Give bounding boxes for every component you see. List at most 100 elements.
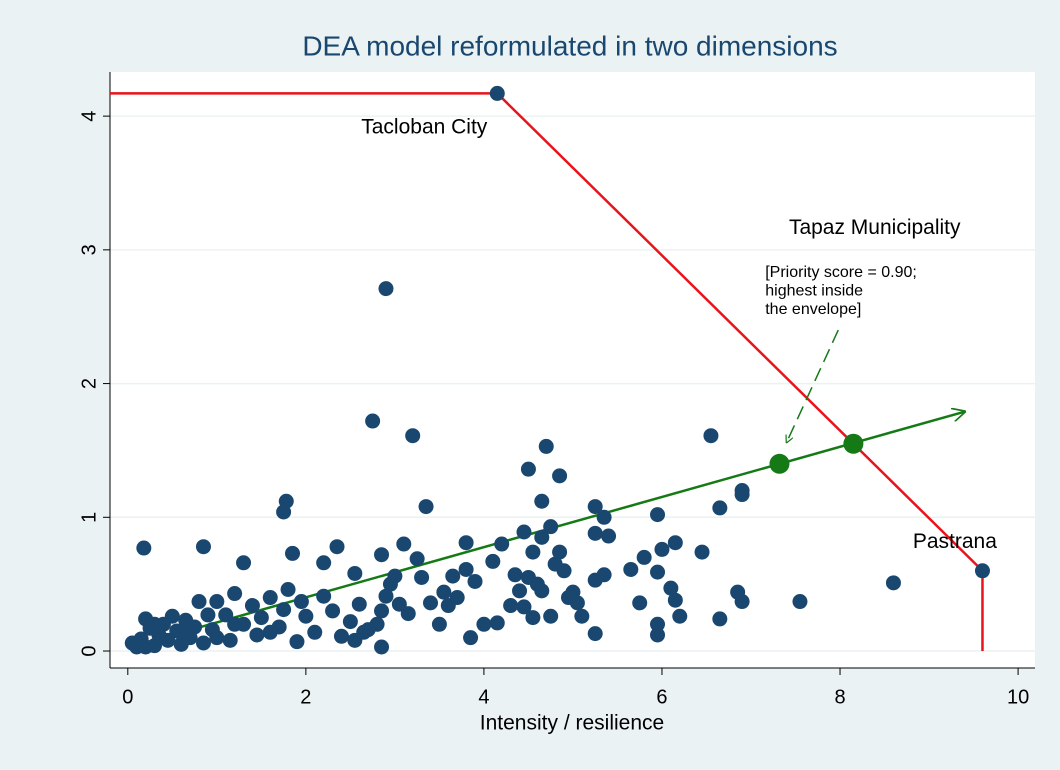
x-tick-label: 10 bbox=[1007, 686, 1029, 708]
y-tick-label: 1 bbox=[78, 512, 100, 523]
point bbox=[672, 608, 688, 624]
point bbox=[136, 540, 152, 556]
point bbox=[374, 603, 390, 619]
point bbox=[347, 565, 363, 581]
point bbox=[503, 598, 519, 614]
frontier-line bbox=[110, 92, 984, 652]
point bbox=[632, 595, 648, 611]
x-tick-label: 2 bbox=[300, 686, 311, 708]
point bbox=[529, 576, 545, 592]
point bbox=[525, 544, 541, 560]
point bbox=[596, 567, 612, 583]
annotation: Tapaz Municipality bbox=[789, 216, 961, 239]
point bbox=[734, 594, 750, 610]
x-tick-label: 4 bbox=[478, 686, 489, 708]
point bbox=[485, 553, 501, 569]
point bbox=[200, 607, 216, 623]
point bbox=[712, 500, 728, 516]
point bbox=[333, 628, 349, 644]
point bbox=[249, 627, 265, 643]
point bbox=[276, 602, 292, 618]
point bbox=[667, 592, 683, 608]
point bbox=[458, 561, 474, 577]
point bbox=[525, 610, 541, 626]
point bbox=[280, 582, 296, 598]
point bbox=[236, 555, 252, 571]
annotation: [Priority score = 0.90; bbox=[765, 264, 917, 281]
point bbox=[843, 433, 864, 454]
point bbox=[623, 561, 639, 577]
point bbox=[195, 539, 211, 555]
point bbox=[476, 616, 492, 632]
point bbox=[262, 624, 278, 640]
point bbox=[316, 588, 332, 604]
annotation: highest inside bbox=[765, 283, 863, 300]
point bbox=[360, 622, 376, 638]
point bbox=[974, 563, 990, 579]
y-tick-label: 4 bbox=[78, 111, 100, 122]
point bbox=[467, 573, 483, 589]
point bbox=[694, 544, 710, 560]
point bbox=[227, 616, 243, 632]
point bbox=[445, 568, 461, 584]
y-tick-label: 3 bbox=[78, 244, 100, 255]
point bbox=[712, 611, 728, 627]
point bbox=[351, 596, 367, 612]
point bbox=[436, 584, 452, 600]
point bbox=[178, 612, 194, 628]
point bbox=[396, 536, 412, 552]
point bbox=[703, 428, 719, 444]
point bbox=[147, 616, 163, 632]
point bbox=[285, 545, 301, 561]
point bbox=[293, 594, 309, 610]
point bbox=[374, 639, 390, 655]
point bbox=[769, 453, 790, 474]
x-tick-label: 6 bbox=[656, 686, 667, 708]
x-tick-label: 8 bbox=[834, 686, 845, 708]
point bbox=[552, 544, 568, 560]
point bbox=[792, 594, 808, 610]
plot-area bbox=[110, 72, 1035, 668]
point bbox=[463, 630, 479, 646]
x-tick-label: 0 bbox=[122, 686, 133, 708]
annotation: Pastrana bbox=[913, 530, 997, 553]
point bbox=[173, 636, 189, 652]
point bbox=[663, 580, 679, 596]
point bbox=[489, 615, 505, 631]
y-tick-label: 0 bbox=[78, 645, 100, 656]
point bbox=[534, 529, 550, 545]
point bbox=[650, 564, 666, 580]
point bbox=[516, 599, 532, 615]
point bbox=[520, 461, 536, 477]
point bbox=[374, 547, 390, 563]
point bbox=[556, 563, 572, 579]
point bbox=[601, 528, 617, 544]
point bbox=[325, 603, 341, 619]
point bbox=[222, 632, 238, 648]
point bbox=[734, 487, 750, 503]
chart-title: DEA model reformulated in two dimensions bbox=[302, 30, 837, 61]
point bbox=[138, 639, 154, 655]
point bbox=[400, 606, 416, 622]
point bbox=[587, 525, 603, 541]
x-axis-label: Intensity / resilience bbox=[480, 712, 664, 735]
point bbox=[244, 598, 260, 614]
point bbox=[382, 576, 398, 592]
point bbox=[124, 635, 140, 651]
point bbox=[262, 590, 278, 606]
point bbox=[418, 499, 434, 515]
y-tick-label: 2 bbox=[78, 378, 100, 389]
point bbox=[512, 583, 528, 599]
point bbox=[507, 567, 523, 583]
point bbox=[667, 535, 683, 551]
point bbox=[560, 590, 576, 606]
point bbox=[329, 539, 345, 555]
point bbox=[516, 524, 532, 540]
point bbox=[298, 608, 314, 624]
point bbox=[278, 493, 294, 509]
point bbox=[650, 507, 666, 523]
point bbox=[209, 594, 225, 610]
point bbox=[391, 596, 407, 612]
point bbox=[405, 428, 421, 444]
